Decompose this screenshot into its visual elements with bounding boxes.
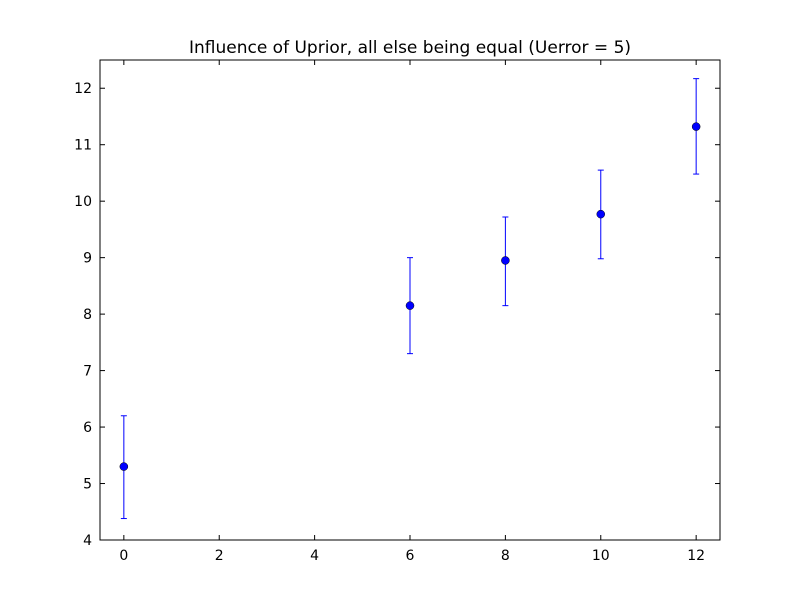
x-tick-label: 4 [310,548,319,564]
data-point [119,462,129,471]
chart-title: Influence of Uprior, all else being equa… [189,38,631,58]
y-tick-label: 12 [74,81,92,97]
data-point [501,256,510,265]
y-tick-label: 6 [83,420,92,436]
x-tick-label: 6 [406,548,415,564]
y-tick-label: 4 [83,533,92,549]
data-point [405,301,415,310]
data-point [691,122,701,131]
plot-frame [99,59,721,541]
plot-area: 0 2 4 6 8 10 12 4 5 6 7 8 9 10 11 12 [74,60,720,564]
y-tick-label: 10 [74,194,92,210]
y-tick-label: 5 [83,477,92,493]
x-tick-label: 12 [687,548,705,564]
y-tick-label: 9 [83,251,92,267]
x-tick-label: 8 [501,548,510,564]
y-tick-label: 11 [74,138,92,154]
y-tick-label: 7 [83,364,92,380]
x-tick-label: 10 [592,548,610,564]
x-tick-label: 2 [215,548,224,564]
data-point [596,209,606,219]
y-tick-label: 8 [83,307,92,323]
x-tick-label: 0 [119,548,128,564]
